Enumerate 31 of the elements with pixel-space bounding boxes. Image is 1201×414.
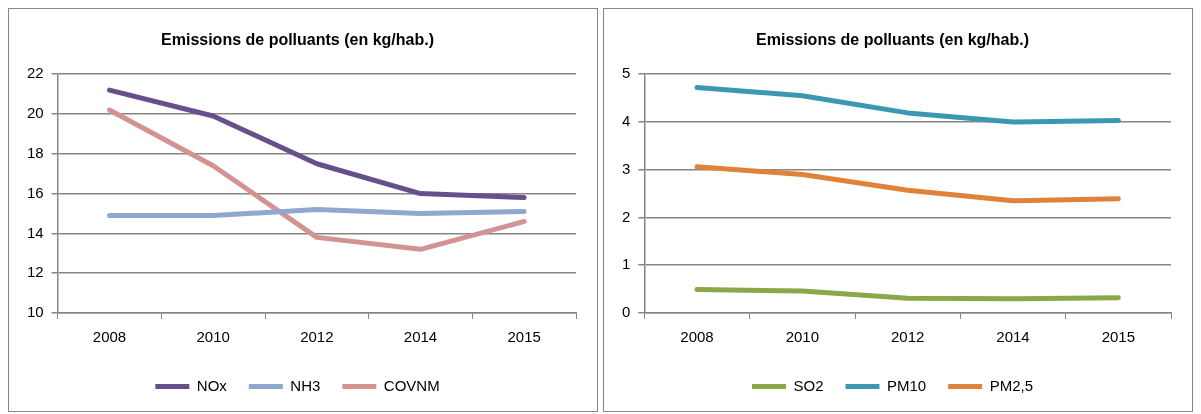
y-tick-label: 12	[27, 263, 44, 281]
legend-label: COVNM	[383, 376, 440, 394]
chart-title: Emissions de polluants (en kg/hab.)	[756, 31, 1029, 49]
legend-label: PM2,5	[989, 376, 1034, 394]
y-tick-label: 16	[27, 183, 44, 201]
y-tick-label: 5	[622, 64, 631, 82]
y-tick-label: 20	[27, 104, 44, 122]
y-tick-label: 18	[27, 143, 44, 161]
x-tick-label: 2010	[785, 328, 820, 346]
x-tick-label: 2010	[196, 328, 230, 346]
y-tick-label: 14	[27, 223, 44, 241]
legend-label: NOx	[196, 376, 228, 394]
legend-label: PM10	[886, 376, 927, 394]
x-tick-label: 2012	[300, 328, 334, 346]
x-tick-label: 2015	[507, 328, 541, 346]
chart-title: Emissions de polluants (en kg/hab.)	[161, 31, 434, 49]
y-tick-label: 0	[622, 303, 631, 321]
y-tick-label: 4	[622, 112, 631, 130]
y-tick-label: 3	[622, 159, 631, 177]
y-tick-label: 22	[27, 64, 44, 82]
legend-label: SO2	[793, 376, 824, 394]
x-tick-label: 2008	[680, 328, 714, 346]
y-tick-label: 10	[27, 303, 44, 321]
y-tick-label: 2	[622, 207, 631, 225]
x-tick-label: 2014	[996, 328, 1030, 346]
x-tick-label: 2012	[890, 328, 925, 346]
x-tick-label: 2008	[92, 328, 127, 346]
y-tick-label: 1	[622, 255, 631, 273]
legend-label: NH3	[290, 376, 321, 394]
x-tick-label: 2014	[403, 328, 438, 346]
x-tick-label: 2015	[1101, 328, 1136, 346]
